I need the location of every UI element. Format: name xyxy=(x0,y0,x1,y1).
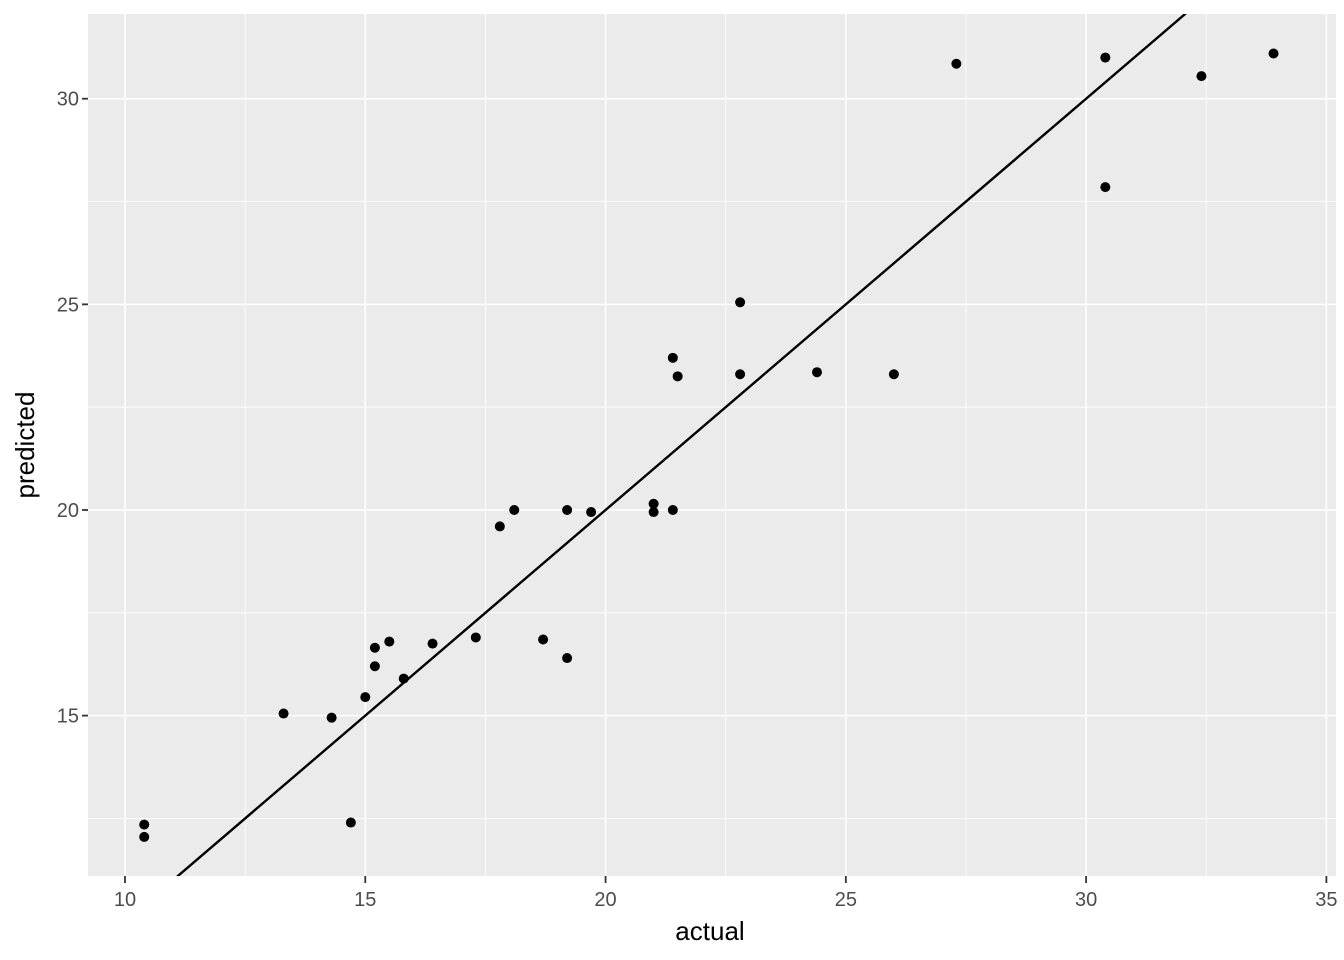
plot-panel-background xyxy=(88,14,1336,876)
data-point xyxy=(139,819,150,830)
data-point xyxy=(369,661,380,672)
data-point xyxy=(888,369,899,380)
data-point xyxy=(562,653,573,664)
data-point xyxy=(1100,182,1111,193)
data-points-group xyxy=(139,48,1279,842)
data-point xyxy=(494,521,505,532)
data-point xyxy=(360,692,371,703)
x-tick-label: 20 xyxy=(594,889,616,911)
data-point xyxy=(648,498,659,509)
x-tick-label: 35 xyxy=(1315,889,1337,911)
data-point xyxy=(1196,71,1207,82)
data-point xyxy=(384,636,395,647)
y-axis-tick-marks xyxy=(82,97,88,717)
y-tick-label: 30 xyxy=(57,89,79,111)
identity-line-group xyxy=(176,14,1187,876)
x-tick-label: 10 xyxy=(114,889,136,911)
data-point xyxy=(667,352,678,363)
identity-line xyxy=(176,14,1187,876)
data-point xyxy=(1268,48,1279,59)
x-axis-title: actual xyxy=(675,916,744,946)
y-tick-label: 20 xyxy=(57,500,79,522)
y-tick-label: 15 xyxy=(57,706,79,728)
data-point xyxy=(427,638,438,649)
data-point xyxy=(586,507,597,518)
y-axis-title: predicted xyxy=(10,392,40,499)
data-point xyxy=(470,632,481,643)
data-point xyxy=(398,673,409,684)
data-point xyxy=(735,369,746,380)
data-point xyxy=(1100,52,1111,63)
y-axis-tick-labels: 15 20 25 30 xyxy=(57,89,79,728)
data-point xyxy=(278,708,289,719)
data-point xyxy=(648,507,659,518)
data-point xyxy=(369,642,380,653)
y-tick-label: 25 xyxy=(57,294,79,316)
data-point xyxy=(735,297,746,308)
data-point xyxy=(672,371,683,382)
data-point xyxy=(509,504,520,515)
x-axis-tick-marks xyxy=(124,876,1328,883)
data-point xyxy=(139,831,150,842)
minor-gridlines xyxy=(88,14,1336,876)
x-tick-label: 25 xyxy=(835,889,857,911)
data-point xyxy=(326,712,337,723)
x-tick-label: 15 xyxy=(354,889,376,911)
data-point xyxy=(951,58,962,69)
data-point xyxy=(667,504,678,515)
data-point xyxy=(562,504,573,515)
data-point xyxy=(812,367,823,378)
data-point xyxy=(345,817,356,828)
major-gridlines xyxy=(88,14,1336,876)
x-tick-label: 30 xyxy=(1075,889,1097,911)
x-axis-tick-labels: 10 15 20 25 30 35 xyxy=(114,889,1338,911)
data-point xyxy=(538,634,549,645)
